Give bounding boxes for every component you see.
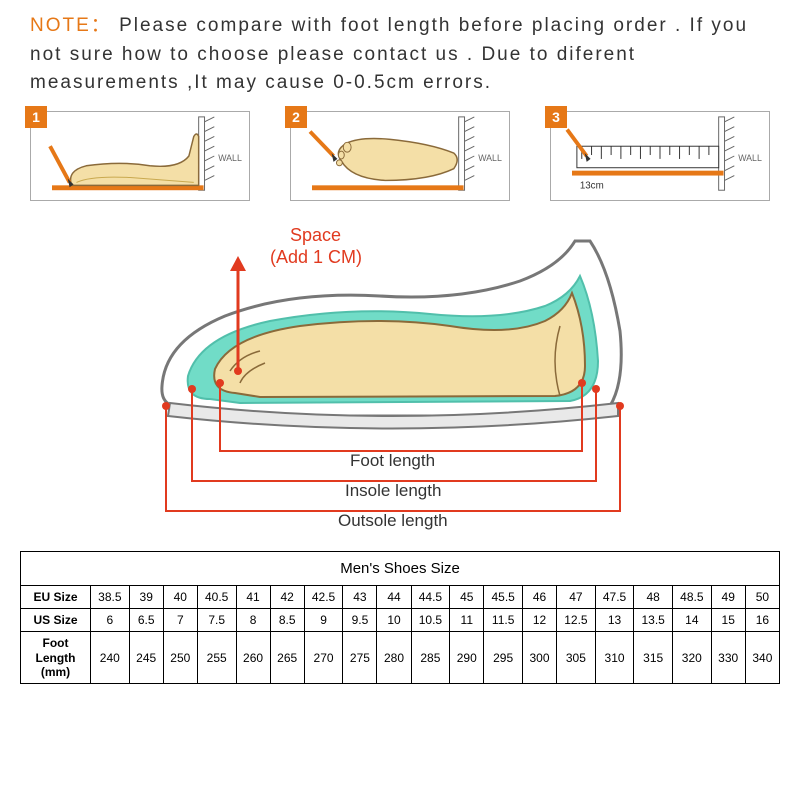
- step-badge-3: 3: [545, 106, 567, 128]
- table-cell: 275: [343, 632, 377, 684]
- note-text: Please compare with foot length before p…: [30, 15, 748, 93]
- table-title: Men's Shoes Size: [21, 551, 780, 585]
- outsole-length-label: Outsole length: [338, 511, 448, 530]
- table-cell: 16: [745, 608, 779, 631]
- table-cell: 295: [484, 632, 523, 684]
- table-cell: 280: [377, 632, 411, 684]
- wall-label: WALL: [478, 152, 502, 162]
- row-label: EU Size: [21, 585, 91, 608]
- note-label: NOTE：: [30, 15, 112, 36]
- table-cell: 12: [522, 608, 556, 631]
- step-badge-1: 1: [25, 106, 47, 128]
- note-block: NOTE： Please compare with foot length be…: [0, 0, 800, 106]
- table-cell: 50: [745, 585, 779, 608]
- ruler-value: 13cm: [580, 180, 604, 191]
- table-cell: 10.5: [411, 608, 450, 631]
- table-cell: 15: [711, 608, 745, 631]
- table-cell: 14: [673, 608, 712, 631]
- table-cell: 8.5: [270, 608, 304, 631]
- table-cell: 13: [595, 608, 634, 631]
- table-row: EU Size38.5394040.5414242.5434444.54545.…: [21, 585, 780, 608]
- table-cell: 265: [270, 632, 304, 684]
- table-cell: 49: [711, 585, 745, 608]
- table-cell: 48.5: [673, 585, 712, 608]
- table-cell: 13.5: [634, 608, 673, 631]
- shoe-diagram: Space (Add 1 CM) Foot length Insole leng…: [0, 211, 800, 541]
- table-cell: 6: [91, 608, 130, 631]
- step-1: 1 WALL: [30, 111, 250, 201]
- table-cell: 41: [236, 585, 270, 608]
- table-cell: 10: [377, 608, 411, 631]
- table-cell: 290: [450, 632, 484, 684]
- table-cell: 6.5: [129, 608, 163, 631]
- step-2-illustration: WALL: [291, 112, 509, 200]
- table-title-row: Men's Shoes Size: [21, 551, 780, 585]
- table-cell: 260: [236, 632, 270, 684]
- table-cell: 11.5: [484, 608, 523, 631]
- table-cell: 330: [711, 632, 745, 684]
- table-cell: 250: [163, 632, 197, 684]
- table-cell: 285: [411, 632, 450, 684]
- table-cell: 42.5: [304, 585, 343, 608]
- table-cell: 8: [236, 608, 270, 631]
- table-cell: 255: [197, 632, 236, 684]
- step-3: 3 WALL 13cm: [550, 111, 770, 201]
- row-label: US Size: [21, 608, 91, 631]
- table-cell: 7: [163, 608, 197, 631]
- insole-length-label: Insole length: [345, 481, 441, 500]
- table-cell: 47.5: [595, 585, 634, 608]
- table-cell: 7.5: [197, 608, 236, 631]
- table-cell: 315: [634, 632, 673, 684]
- step-2: 2 WALL: [290, 111, 510, 201]
- space-sub-label: (Add 1 CM): [270, 247, 362, 267]
- table-cell: 44: [377, 585, 411, 608]
- step-3-illustration: WALL 13cm: [551, 112, 769, 200]
- table-row: US Size66.577.588.599.51010.51111.51212.…: [21, 608, 780, 631]
- row-label: Foot Length (mm): [21, 632, 91, 684]
- table-cell: 44.5: [411, 585, 450, 608]
- table-cell: 40: [163, 585, 197, 608]
- table-cell: 240: [91, 632, 130, 684]
- foot-length-label: Foot length: [350, 451, 435, 470]
- table-cell: 320: [673, 632, 712, 684]
- table-cell: 12.5: [557, 608, 596, 631]
- table-cell: 300: [522, 632, 556, 684]
- table-cell: 48: [634, 585, 673, 608]
- table-cell: 38.5: [91, 585, 130, 608]
- table-row: Foot Length (mm)240245250255260265270275…: [21, 632, 780, 684]
- wall-label: WALL: [218, 152, 242, 162]
- table-cell: 39: [129, 585, 163, 608]
- table-cell: 45.5: [484, 585, 523, 608]
- table-cell: 305: [557, 632, 596, 684]
- step-1-illustration: WALL: [31, 112, 249, 200]
- table-cell: 43: [343, 585, 377, 608]
- table-cell: 45: [450, 585, 484, 608]
- step-badge-2: 2: [285, 106, 307, 128]
- table-cell: 270: [304, 632, 343, 684]
- space-label: Space: [290, 225, 341, 245]
- table-cell: 245: [129, 632, 163, 684]
- measurement-steps: 1 WALL 2: [0, 106, 800, 211]
- table-cell: 340: [745, 632, 779, 684]
- table-cell: 9: [304, 608, 343, 631]
- table-cell: 46: [522, 585, 556, 608]
- table-cell: 42: [270, 585, 304, 608]
- table-cell: 40.5: [197, 585, 236, 608]
- table-cell: 310: [595, 632, 634, 684]
- size-table: Men's Shoes Size EU Size38.5394040.54142…: [20, 551, 780, 685]
- wall-label: WALL: [738, 152, 762, 162]
- table-cell: 9.5: [343, 608, 377, 631]
- table-cell: 11: [450, 608, 484, 631]
- table-cell: 47: [557, 585, 596, 608]
